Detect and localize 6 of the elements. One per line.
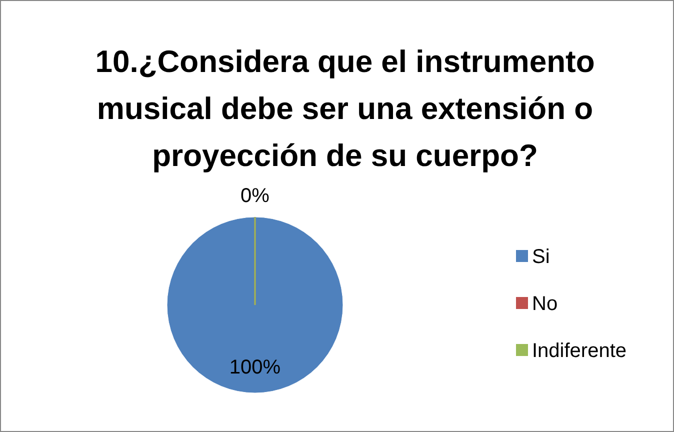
legend-label: Si <box>532 246 550 268</box>
chart-title: 10.¿Considera que el instrumento musical debe ser una extensión o proyección de su cuerpo? <box>95 44 595 173</box>
legend-label: No <box>532 293 558 315</box>
text: 0% <box>240 185 270 207</box>
data-label: 100% <box>229 356 281 379</box>
legend-label: Indiferente <box>532 340 627 362</box>
